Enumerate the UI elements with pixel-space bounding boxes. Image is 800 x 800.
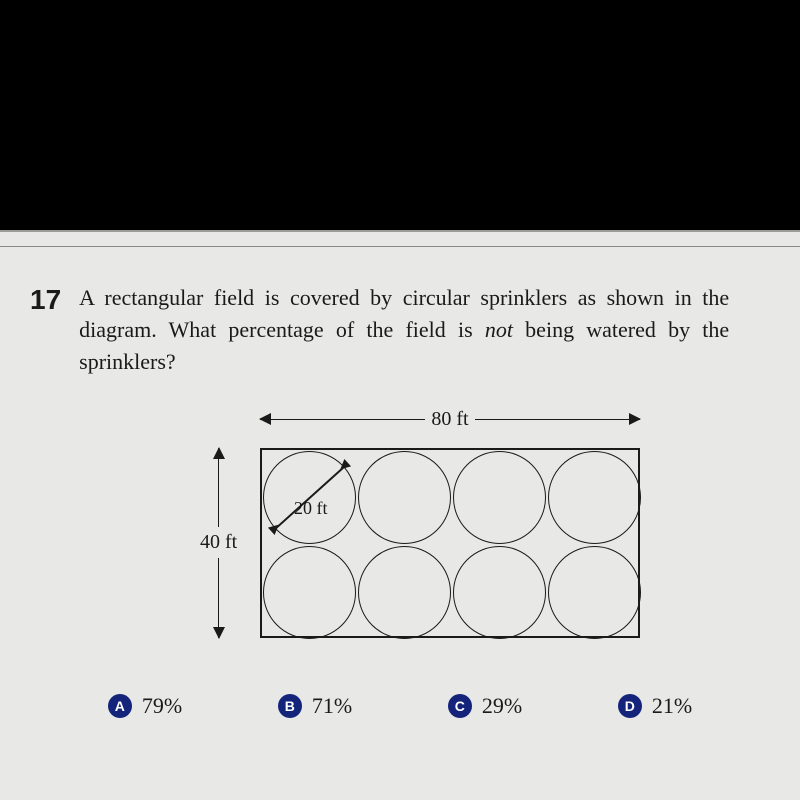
field-rectangle: 20 ft: [260, 448, 640, 638]
width-label: 80 ft: [431, 408, 468, 431]
photo-black-bar: [0, 0, 800, 230]
choice-bubble: D: [618, 694, 642, 718]
answer-choice-d[interactable]: D 21%: [618, 693, 692, 719]
width-arrow-left: [260, 419, 425, 420]
choice-text: 79%: [142, 693, 182, 719]
arrowhead-right-icon: [629, 413, 641, 425]
height-arrow-down: [218, 558, 219, 638]
answer-choice-c[interactable]: C 29%: [448, 693, 522, 719]
sprinkler-circle: [263, 546, 356, 639]
sprinkler-circle: [548, 451, 641, 544]
choice-text: 71%: [312, 693, 352, 719]
height-arrow-up: [218, 448, 219, 528]
arrowhead-up-icon: [213, 447, 225, 459]
question-number: 17: [30, 284, 61, 316]
question-text-italic: not: [485, 317, 513, 342]
sprinkler-circle: [453, 546, 546, 639]
choice-bubble: C: [448, 694, 472, 718]
answer-choices: A 79% B 71% C 29% D 21%: [30, 693, 770, 719]
height-label: 40 ft: [200, 531, 237, 554]
choice-text: 21%: [652, 693, 692, 719]
choice-text: 29%: [482, 693, 522, 719]
width-dimension: 80 ft: [260, 408, 640, 431]
choice-bubble: B: [278, 694, 302, 718]
answer-choice-a[interactable]: A 79%: [108, 693, 182, 719]
sprinkler-diagram: 80 ft 40 ft 20 ft: [140, 408, 660, 658]
choice-bubble: A: [108, 694, 132, 718]
sprinkler-circle: [453, 451, 546, 544]
question-row: 17 A rectangular field is covered by cir…: [30, 282, 770, 378]
sprinkler-circle: [358, 451, 451, 544]
question-block: 17 A rectangular field is covered by cir…: [0, 232, 800, 739]
worksheet-page: 17 A rectangular field is covered by cir…: [0, 230, 800, 800]
answer-choice-b[interactable]: B 71%: [278, 693, 352, 719]
sprinkler-circle: [548, 546, 641, 639]
width-arrow-right: [475, 419, 640, 420]
page-rule-line: [0, 246, 800, 247]
diagram-container: 80 ft 40 ft 20 ft: [30, 408, 770, 658]
arrowhead-down-icon: [213, 627, 225, 639]
sprinkler-circle: [358, 546, 451, 639]
question-text: A rectangular field is covered by circul…: [79, 282, 729, 378]
arrowhead-left-icon: [259, 413, 271, 425]
height-dimension: 40 ft: [200, 448, 237, 638]
